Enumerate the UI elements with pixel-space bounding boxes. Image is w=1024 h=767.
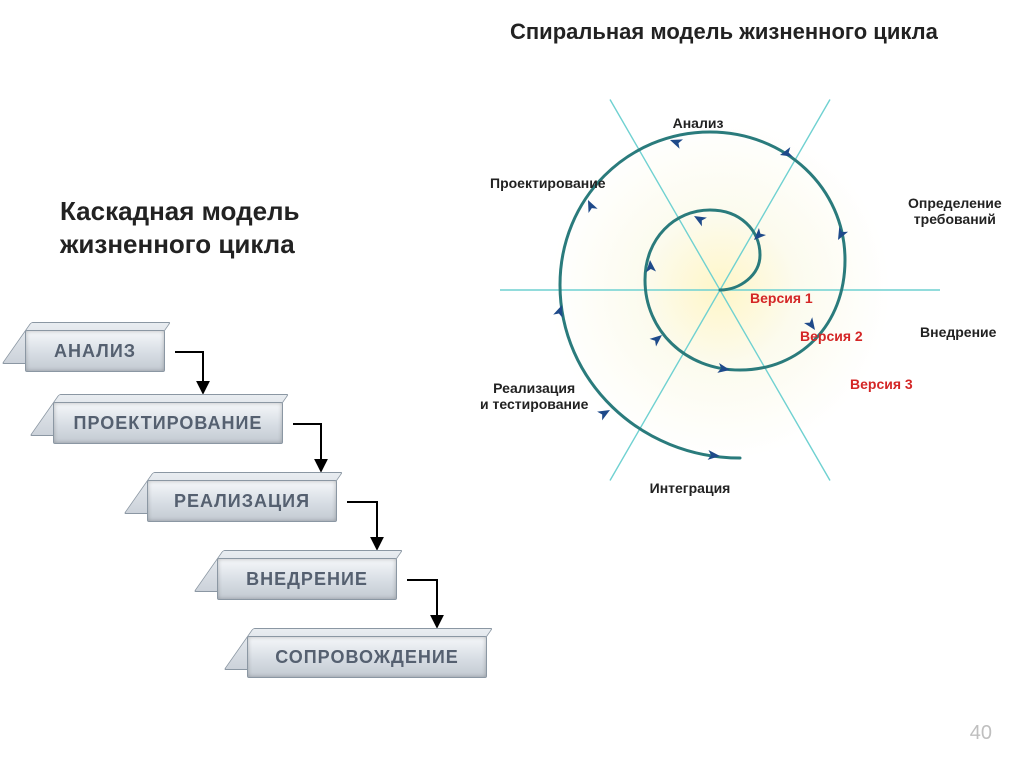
spiral-version-label: Версия 3	[850, 376, 913, 392]
cascade-step-2: ПРОЕКТИРОВАНИЕ	[53, 402, 283, 444]
cascade-step-label: РЕАЛИЗАЦИЯ	[174, 491, 310, 512]
spiral-sector-label: Внедрение	[920, 324, 996, 340]
cascade-step-3: РЕАЛИЗАЦИЯ	[147, 480, 337, 522]
spiral-sector-label: Анализ	[673, 115, 724, 131]
cascade-arrow	[347, 502, 377, 548]
cascade-step-label: СОПРОВОЖДЕНИЕ	[275, 647, 459, 668]
spiral-diagram: Анализ Проектирование Определениетребовани…	[430, 80, 1010, 540]
diagram-page: Спиральная модель жизненного цикла Каска…	[0, 0, 1024, 767]
spiral-sector-label: Реализацияи тестирование	[480, 380, 588, 412]
page-number: 40	[970, 722, 992, 745]
cascade-step-label: АНАЛИЗ	[54, 341, 136, 362]
cascade-step-label: ПРОЕКТИРОВАНИЕ	[74, 413, 263, 434]
cascade-step-4: ВНЕДРЕНИЕ	[217, 558, 397, 600]
cascade-arrow	[407, 580, 437, 626]
cascade-arrow	[293, 424, 321, 470]
spiral-svg	[430, 80, 1010, 540]
cascade-arrow	[175, 352, 203, 392]
spiral-sector-label: Интеграция	[650, 480, 731, 496]
cascade-step-5: СОПРОВОЖДЕНИЕ	[247, 636, 487, 678]
cascade-step-1: АНАЛИЗ	[25, 330, 165, 372]
spiral-sector-label: Определениетребований	[908, 195, 1002, 227]
cascade-title: Каскадная модель жизненного цикла	[60, 195, 380, 260]
spiral-version-label: Версия 1	[750, 290, 813, 306]
spiral-title: Спиральная модель жизненного цикла	[510, 18, 940, 46]
cascade-step-label: ВНЕДРЕНИЕ	[246, 569, 368, 590]
spiral-sector-label: Проектирование	[490, 175, 606, 191]
spiral-version-label: Версия 2	[800, 328, 863, 344]
